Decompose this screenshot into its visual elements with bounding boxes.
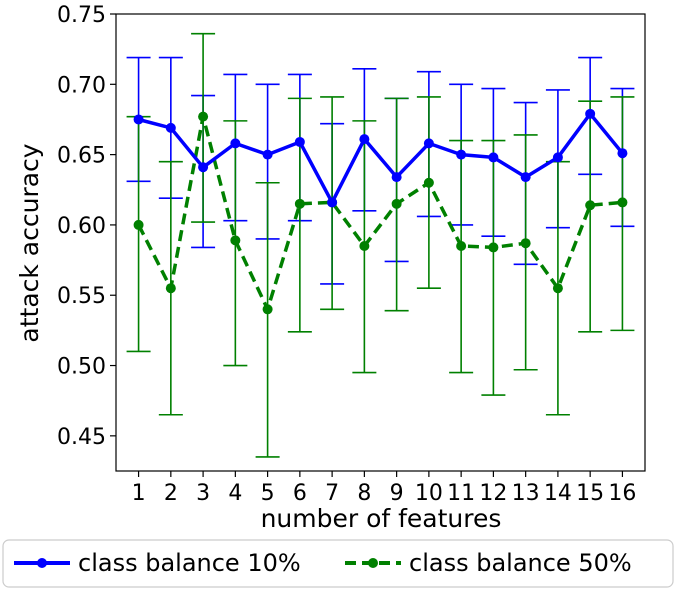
x-tick-label: 7 <box>325 481 339 506</box>
series-50-point <box>133 219 144 230</box>
legend-marker-50 <box>368 558 378 568</box>
series-50-point <box>617 197 628 208</box>
series-10-point <box>359 134 370 145</box>
x-tick-label: 2 <box>164 481 178 506</box>
x-axis-title: number of features <box>261 504 502 533</box>
series-10-point <box>230 138 241 149</box>
series-10-point <box>520 172 531 183</box>
series-10-point <box>423 138 434 149</box>
series-10-point <box>165 122 176 133</box>
series-10-point <box>552 152 563 163</box>
series-10-point <box>456 149 467 160</box>
series-50-line <box>137 114 623 312</box>
series-10-point <box>133 114 144 125</box>
x-tick-label: 9 <box>390 481 404 506</box>
x-tick-label: 13 <box>512 481 540 506</box>
plot-frame <box>115 13 646 472</box>
y-tick-label: 0.70 <box>57 73 106 98</box>
legend-label-10: class balance 10% <box>78 549 301 577</box>
x-tick-label: 12 <box>479 481 507 506</box>
series-50-point <box>165 283 176 294</box>
series-50-point <box>391 198 402 209</box>
legend-frame <box>2 539 674 588</box>
x-tick-label: 3 <box>196 481 210 506</box>
x-tick-label: 1 <box>132 481 146 506</box>
x-tick-label: 11 <box>447 481 475 506</box>
legend-marker-10 <box>37 558 47 568</box>
y-tick-label: 0.45 <box>57 425 106 450</box>
series-10-point <box>198 162 209 173</box>
series-50-point <box>552 283 563 294</box>
y-axis: 0.45 0.50 0.55 0.60 0.65 0.70 0.75 <box>57 3 116 450</box>
series-50-point <box>423 177 434 188</box>
series-50-point <box>198 111 209 122</box>
series-10-point <box>391 172 402 183</box>
series-50-point <box>456 241 467 252</box>
series-50-point <box>230 235 241 246</box>
series-10-point <box>327 197 338 208</box>
x-tick-label: 8 <box>357 481 371 506</box>
series-50-point <box>585 200 596 211</box>
x-tick-label: 5 <box>261 481 275 506</box>
series-50-point <box>488 242 499 253</box>
series-50-point <box>262 304 273 315</box>
series-10-point <box>488 152 499 163</box>
x-axis: 1 2 3 4 5 6 7 8 9 10 11 12 13 14 15 16 <box>132 471 636 506</box>
series-10-point <box>585 108 596 119</box>
series-50-point <box>359 241 370 252</box>
legend: class balance 10% class balance 50% <box>2 539 674 588</box>
points-layer <box>133 108 628 315</box>
series-lines-layer <box>137 112 624 312</box>
series-10-point <box>617 148 628 159</box>
series-10-line <box>138 112 624 205</box>
y-tick-label: 0.75 <box>57 3 106 28</box>
x-tick-label: 10 <box>415 481 443 506</box>
x-tick-label: 6 <box>293 481 307 506</box>
series-10-point <box>294 136 305 147</box>
legend-label-50: class balance 50% <box>409 549 632 577</box>
y-tick-label: 0.60 <box>57 214 106 239</box>
series-50-point <box>294 198 305 209</box>
y-tick-label: 0.55 <box>57 284 106 309</box>
y-axis-title: attack accuracy <box>15 143 44 342</box>
y-tick-label: 0.65 <box>57 144 106 169</box>
x-tick-label: 15 <box>576 481 604 506</box>
x-tick-label: 14 <box>544 481 572 506</box>
error-bars-layer <box>126 32 635 458</box>
y-tick-label: 0.50 <box>57 355 106 380</box>
series-50-point <box>520 238 531 249</box>
x-tick-label: 4 <box>228 481 242 506</box>
series-10-point <box>262 149 273 160</box>
x-tick-label: 16 <box>608 481 636 506</box>
